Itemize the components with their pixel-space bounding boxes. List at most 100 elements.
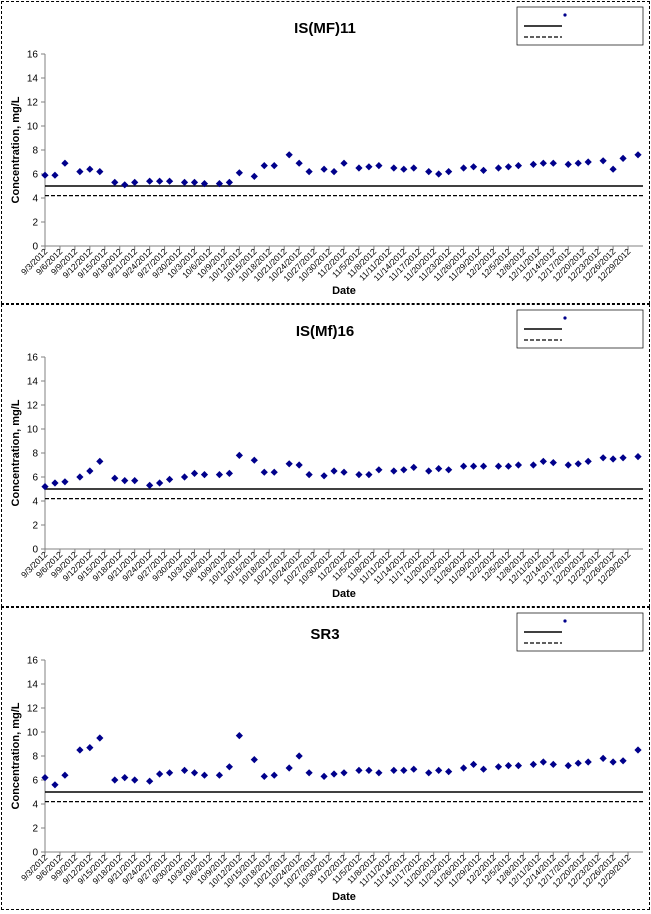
y-tick-label: 12: [27, 401, 39, 412]
data-point: [514, 461, 523, 469]
data-point: [340, 769, 348, 777]
data-point: [215, 471, 224, 479]
y-tick-label: 10: [27, 728, 39, 739]
data-point: [410, 765, 418, 773]
data-point: [190, 769, 199, 777]
data-point: [564, 160, 572, 168]
chart-title: IS(MF)11: [294, 20, 356, 37]
data-point: [146, 177, 154, 185]
data-point: [180, 473, 189, 481]
data-point: [599, 454, 607, 462]
data-point: [295, 159, 303, 167]
data-point: [514, 162, 523, 170]
data-point: [190, 469, 199, 477]
chart-panel-1: IS(MF)11 0 2 4 6 8 10 12 14 16 9/3/2012 9/6/2012 9/9…: [1, 1, 650, 304]
chart-legend: [516, 612, 644, 652]
chart-legend: [516, 309, 644, 349]
y-tick-label: 16: [27, 50, 39, 61]
data-point: [111, 178, 119, 186]
data-point: [584, 158, 592, 166]
data-point: [564, 762, 572, 770]
data-point: [86, 165, 94, 173]
data-point: [375, 466, 383, 474]
data-point: [285, 764, 293, 772]
data-point: [469, 462, 478, 470]
data-point: [479, 166, 488, 174]
data-point: [225, 469, 233, 477]
data-point: [96, 734, 104, 742]
data-point: [61, 771, 69, 779]
data-point: [131, 776, 139, 784]
data-point: [355, 164, 363, 172]
y-tick-label: 0: [32, 848, 38, 859]
data-point: [460, 462, 468, 470]
y-tick-label: 10: [27, 425, 39, 436]
data-point: [200, 471, 209, 479]
data-point: [121, 477, 129, 485]
data-point: [574, 759, 582, 767]
y-tick-label: 10: [27, 122, 39, 133]
data-point: [156, 479, 164, 487]
data-point: [51, 479, 59, 487]
y-tick-label: 12: [27, 704, 39, 715]
data-point: [634, 151, 642, 159]
data-point: [86, 467, 94, 475]
data-point: [445, 168, 453, 176]
data-point: [190, 178, 199, 186]
data-point: [529, 160, 537, 168]
data-point: [514, 762, 523, 770]
x-axis-label: Date: [332, 891, 356, 903]
data-point: [180, 766, 189, 774]
data-point: [375, 769, 383, 777]
data-point: [400, 766, 408, 774]
y-tick-label: 16: [27, 656, 39, 667]
y-tick-label: 4: [32, 800, 38, 811]
data-point: [390, 766, 398, 774]
data-point: [445, 768, 453, 776]
data-point: [260, 468, 268, 476]
data-point: [494, 164, 503, 172]
chart-sr3: SR302468101214169/3/20129/6/20129/9/2012…: [10, 612, 644, 903]
y-tick-label: 16: [27, 353, 39, 364]
y-tick-label: 8: [32, 449, 38, 460]
data-point: [235, 732, 243, 740]
data-point: [529, 461, 537, 469]
data-point: [200, 180, 209, 188]
data-point: [494, 763, 503, 771]
data-point: [584, 457, 592, 465]
data-point: [609, 455, 617, 463]
data-point: [599, 754, 607, 762]
y-tick-label: 14: [27, 74, 39, 85]
chart-ismf16: IS(Mf)1602468101214169/3/20129/6/20129/9…: [10, 309, 644, 600]
y-tick-label: 2: [32, 218, 38, 229]
data-point: [425, 769, 433, 777]
data-point: [320, 472, 328, 480]
data-point: [305, 471, 313, 479]
data-point: [96, 457, 104, 465]
data-point: [111, 776, 119, 784]
legend-marker-icon: [563, 619, 567, 623]
data-point: [609, 165, 617, 173]
data-point: [285, 460, 293, 468]
data-point: [330, 168, 338, 176]
data-point: [564, 461, 572, 469]
data-point: [330, 770, 338, 778]
data-point: [270, 771, 278, 779]
data-point: [41, 171, 49, 179]
data-point: [584, 758, 592, 766]
y-axis-label: Concentration, mg/L: [10, 702, 22, 809]
data-point: [634, 453, 642, 461]
data-point: [121, 774, 129, 782]
data-point: [410, 164, 418, 172]
data-point: [86, 744, 94, 752]
data-point: [146, 481, 154, 489]
y-tick-label: 12: [27, 98, 39, 109]
data-point: [305, 168, 313, 176]
data-point: [435, 766, 443, 774]
data-point: [250, 756, 258, 764]
data-point: [235, 169, 243, 177]
data-point: [504, 462, 513, 470]
data-point: [76, 168, 84, 176]
data-point: [215, 180, 224, 188]
y-tick-label: 14: [27, 377, 39, 388]
